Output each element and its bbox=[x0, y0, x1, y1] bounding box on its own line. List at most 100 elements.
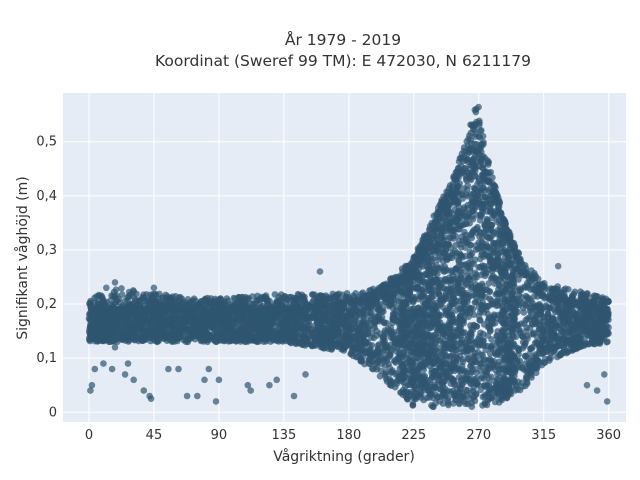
data-point bbox=[192, 297, 199, 305]
plot-area bbox=[63, 93, 626, 422]
data-point bbox=[103, 318, 111, 326]
data-point bbox=[533, 307, 541, 315]
data-point bbox=[323, 315, 331, 322]
data-point bbox=[390, 328, 398, 336]
data-point bbox=[112, 299, 120, 307]
data-point bbox=[382, 329, 389, 336]
data-point bbox=[565, 297, 572, 305]
data-point bbox=[351, 320, 358, 327]
data-point bbox=[124, 335, 131, 342]
data-point bbox=[263, 297, 270, 304]
data-point bbox=[94, 300, 102, 307]
data-point bbox=[351, 334, 358, 342]
data-point bbox=[95, 291, 103, 299]
data-point bbox=[354, 296, 362, 303]
data-point bbox=[137, 308, 145, 315]
data-point bbox=[230, 306, 238, 314]
data-point bbox=[558, 300, 565, 308]
data-point bbox=[573, 318, 580, 325]
data-point bbox=[538, 334, 545, 341]
data-point bbox=[561, 293, 569, 301]
data-point bbox=[544, 310, 552, 318]
data-point bbox=[222, 301, 229, 308]
data-point bbox=[599, 298, 606, 305]
data-point bbox=[114, 334, 121, 342]
data-point bbox=[212, 337, 220, 345]
data-point bbox=[577, 288, 584, 296]
data-point bbox=[317, 312, 325, 319]
data-point bbox=[553, 298, 560, 306]
data-point bbox=[352, 290, 359, 297]
data-point bbox=[524, 335, 531, 343]
data-point bbox=[338, 305, 346, 313]
data-point bbox=[87, 323, 94, 331]
data-point bbox=[311, 291, 318, 299]
data-point bbox=[565, 286, 572, 293]
data-point bbox=[163, 305, 170, 313]
data-point bbox=[380, 357, 387, 364]
data-point bbox=[462, 244, 469, 251]
data-point bbox=[151, 337, 158, 344]
data-point bbox=[183, 301, 191, 308]
data-point bbox=[382, 347, 390, 354]
data-point bbox=[322, 339, 329, 347]
data-point bbox=[129, 324, 136, 331]
data-point bbox=[371, 324, 378, 332]
data-point bbox=[605, 324, 612, 331]
data-point bbox=[129, 301, 136, 308]
data-point bbox=[528, 320, 536, 328]
data-point bbox=[521, 300, 529, 308]
data-point bbox=[91, 308, 98, 315]
data-point bbox=[380, 282, 387, 289]
data-point bbox=[569, 301, 577, 309]
data-point bbox=[564, 303, 571, 310]
data-point bbox=[187, 311, 194, 319]
data-point bbox=[571, 312, 578, 320]
data-point bbox=[299, 335, 307, 343]
data-point bbox=[249, 293, 256, 300]
data-point bbox=[515, 346, 523, 354]
data-point bbox=[535, 357, 543, 365]
data-point bbox=[554, 335, 561, 343]
data-point bbox=[367, 287, 375, 294]
data-point bbox=[163, 298, 170, 306]
data-point bbox=[376, 372, 384, 380]
data-point bbox=[139, 294, 146, 301]
data-point bbox=[521, 366, 528, 374]
data-point bbox=[365, 356, 373, 363]
data-point bbox=[374, 342, 382, 349]
data-point bbox=[379, 305, 387, 312]
data-point bbox=[123, 320, 130, 328]
data-point bbox=[366, 309, 374, 317]
data-point bbox=[225, 312, 233, 320]
data-point bbox=[601, 310, 609, 318]
data-point bbox=[230, 315, 238, 323]
data-point bbox=[361, 331, 369, 339]
data-point bbox=[309, 342, 316, 350]
data-point bbox=[603, 305, 611, 312]
data-point bbox=[178, 295, 186, 303]
scatter-points bbox=[85, 103, 612, 411]
data-point bbox=[247, 319, 254, 326]
data-point bbox=[277, 296, 284, 304]
data-point bbox=[254, 292, 261, 300]
data-point bbox=[271, 291, 279, 298]
data-point bbox=[201, 336, 209, 344]
data-point bbox=[517, 320, 525, 328]
data-point bbox=[517, 267, 524, 275]
data-point bbox=[545, 296, 553, 303]
data-point bbox=[565, 338, 573, 346]
data-point bbox=[383, 375, 390, 383]
data-point bbox=[395, 294, 403, 301]
data-point bbox=[516, 361, 523, 369]
data-point bbox=[547, 340, 554, 347]
data-point bbox=[134, 316, 141, 324]
data-point bbox=[139, 335, 146, 343]
data-point bbox=[329, 293, 337, 301]
data-point bbox=[118, 285, 125, 292]
data-point bbox=[243, 304, 251, 312]
data-point bbox=[547, 354, 555, 362]
data-point bbox=[347, 350, 355, 358]
data-point bbox=[523, 380, 531, 387]
